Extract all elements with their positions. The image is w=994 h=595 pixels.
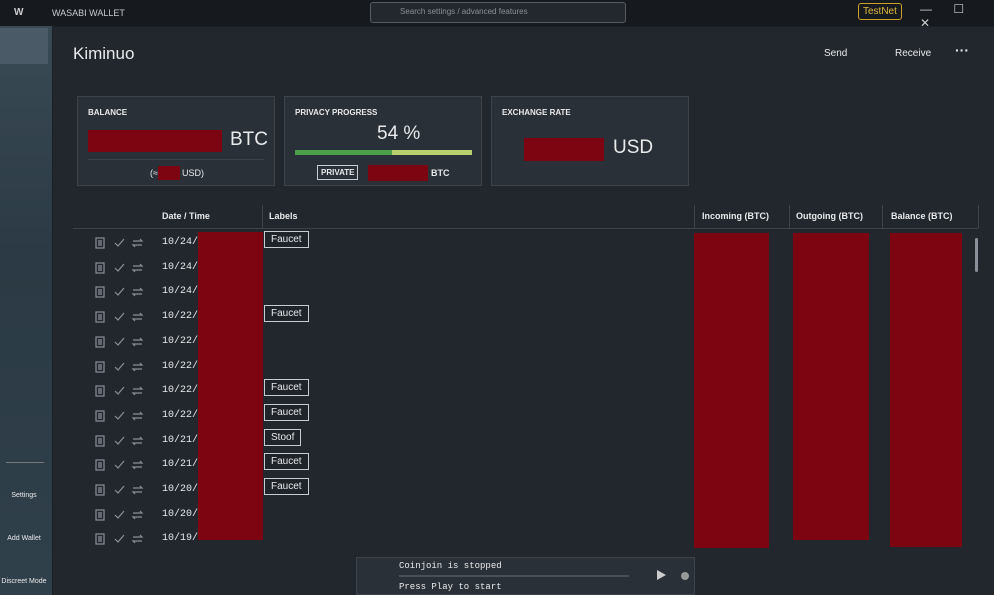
app-name: WASABI WALLET	[52, 8, 125, 18]
row-label: Faucet	[264, 403, 309, 421]
row-icons	[95, 285, 155, 303]
row-label: Faucet	[264, 453, 309, 471]
divider	[6, 462, 44, 463]
coinjoin-status: Coinjoin is stopped	[399, 561, 502, 571]
row-date: 10/24/	[162, 261, 199, 273]
row-date: 10/21/	[162, 459, 199, 471]
card-title: PRIVACY PROGRESS	[295, 108, 378, 117]
row-label: Faucet	[264, 478, 309, 495]
row-label: Faucet	[264, 379, 309, 397]
row-date: 10/19/	[162, 533, 199, 545]
redaction	[694, 233, 769, 548]
percent: 54 %	[377, 123, 421, 144]
column-header[interactable]: Incoming (BTC)	[702, 211, 769, 221]
coinjoin-bar	[399, 575, 629, 577]
window-controls[interactable]: — ☐ ✕	[920, 2, 965, 30]
header-line	[73, 228, 978, 229]
column-sep	[694, 205, 695, 228]
rate-card: EXCHANGE RATE USD	[491, 96, 689, 186]
row-label: Faucet	[264, 305, 309, 323]
redaction	[368, 165, 428, 181]
row-date: 10/24/	[162, 237, 199, 248]
card-title: EXCHANGE RATE	[502, 108, 571, 117]
row-icons	[95, 360, 155, 378]
row-icons	[95, 483, 155, 501]
balance-card: BALANCE BTC (≈ USD)	[77, 96, 275, 186]
usd: USD)	[182, 168, 204, 178]
column-header[interactable]: Labels	[269, 211, 298, 221]
divider	[88, 159, 264, 160]
nav-settings[interactable]: Settings	[11, 492, 37, 499]
redaction	[198, 232, 263, 540]
private-badge: PRIVATE	[317, 165, 359, 180]
search-box[interactable]	[370, 2, 626, 23]
receive-button[interactable]: Receive	[895, 48, 932, 59]
row-date: 10/24/	[162, 286, 199, 298]
row-icons	[95, 261, 155, 279]
redaction	[524, 138, 604, 161]
unit: BTC	[230, 129, 268, 150]
row-icons	[95, 508, 155, 526]
row-icons	[95, 532, 155, 550]
nav-add-wallet[interactable]: Add Wallet	[7, 535, 41, 542]
play-button[interactable]	[657, 570, 666, 580]
coinjoin-panel: Coinjoin is stopped Press Play to start	[356, 557, 695, 595]
row-date: 10/22/	[162, 311, 199, 323]
row-date: 10/20/	[162, 484, 199, 495]
sidebar	[0, 26, 52, 595]
row-date: 10/21/	[162, 434, 199, 446]
approx: (≈	[150, 168, 158, 178]
network-badge: TestNet	[858, 3, 902, 20]
redaction	[158, 166, 180, 180]
column-sep	[789, 205, 790, 228]
more-button[interactable]: ···	[955, 42, 969, 58]
search-placeholder: Search settings / advanced features	[400, 7, 528, 16]
column-sep	[978, 205, 979, 228]
wallet-name: Kiminuo	[73, 44, 135, 63]
row-date: 10/22/	[162, 409, 199, 421]
row-date: 10/22/	[162, 385, 199, 397]
row-icons	[95, 335, 155, 353]
row-date: 10/22/	[162, 360, 199, 372]
send-button[interactable]: Send	[824, 48, 848, 59]
redaction	[88, 130, 222, 152]
progress-green	[295, 150, 392, 155]
scrollbar[interactable]	[975, 238, 978, 272]
row-icons	[95, 236, 155, 254]
progress-rest	[392, 150, 472, 155]
column-sep	[882, 205, 883, 228]
row-icons	[95, 384, 155, 402]
row-date: 10/22/	[162, 335, 199, 347]
coinjoin-hint: Press Play to start	[399, 582, 502, 592]
row-label: Faucet	[264, 231, 309, 248]
stop-indicator	[681, 572, 689, 580]
row-icons	[95, 409, 155, 427]
row-label: Stoof	[264, 428, 302, 446]
redaction	[793, 233, 869, 540]
row-icons	[95, 434, 155, 452]
row-icons	[95, 310, 155, 328]
column-header[interactable]: Balance (BTC)	[891, 211, 953, 221]
column-header[interactable]: Outgoing (BTC)	[796, 211, 863, 221]
redaction	[890, 233, 962, 547]
privacy-card: PRIVACY PROGRESS 54 % PRIVATE BTC	[284, 96, 482, 186]
card-title: BALANCE	[88, 108, 128, 117]
unit: BTC	[431, 168, 450, 178]
column-header[interactable]: Date / Time	[162, 211, 210, 221]
column-sep	[262, 205, 263, 228]
row-icons	[95, 458, 155, 476]
logo: W	[14, 7, 24, 18]
unit: USD	[613, 137, 654, 158]
wallet-tab[interactable]	[0, 28, 48, 64]
nav-discreet[interactable]: Discreet Mode	[1, 578, 47, 585]
row-date: 10/20/	[162, 508, 199, 520]
